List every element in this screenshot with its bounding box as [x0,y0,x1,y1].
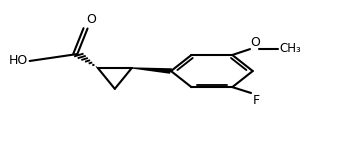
Polygon shape [132,67,172,74]
Text: F: F [253,94,260,107]
Text: CH₃: CH₃ [279,42,301,55]
Text: O: O [86,13,96,26]
Text: O: O [251,36,261,49]
Text: HO: HO [9,54,28,68]
